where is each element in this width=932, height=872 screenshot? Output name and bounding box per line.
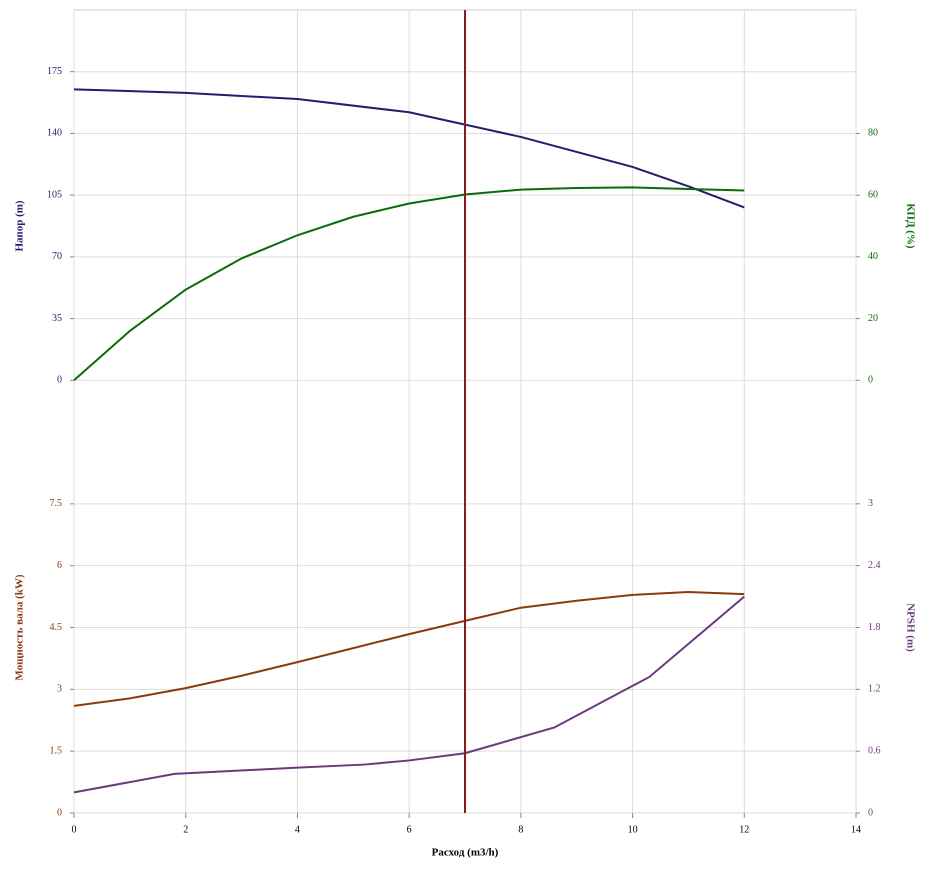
y2-axis-label: КПД (%)	[904, 203, 916, 249]
y-tick-label: 105	[47, 189, 62, 200]
y2-tick-label: 60	[868, 189, 878, 200]
x-tick-label: 12	[739, 824, 749, 835]
y2-tick-label: 20	[868, 313, 878, 324]
y-tick-label: 3	[57, 684, 62, 695]
y2-tick-label: 80	[868, 128, 878, 139]
y-tick-label: 0	[57, 807, 62, 818]
x-axis-label: Расход (m3/h)	[432, 847, 499, 859]
y-tick-label: 140	[47, 128, 62, 139]
x-tick-label: 2	[183, 824, 188, 835]
y-tick-label: 35	[52, 313, 62, 324]
y2-tick-label: 0	[868, 375, 873, 386]
x-tick-label: 8	[518, 824, 523, 835]
y-tick-label: 70	[52, 251, 62, 262]
y-tick-label: 7.5	[50, 498, 63, 509]
x-tick-label: 0	[72, 824, 77, 835]
x-tick-label: 10	[628, 824, 638, 835]
x-tick-label: 6	[407, 824, 412, 835]
y2-tick-label: 2.4	[868, 560, 881, 571]
y-tick-label: 0	[57, 375, 62, 386]
y-tick-label: 1.5	[50, 745, 63, 756]
y2-tick-label: 0.6	[868, 745, 881, 756]
series-line	[73, 595, 745, 794]
y2-tick-label: 3	[868, 498, 873, 509]
y-axis-label: Напор (m)	[14, 200, 26, 251]
series-line	[73, 591, 745, 707]
y2-tick-label: 1.8	[868, 622, 881, 633]
y2-axis-label: NPSH (m)	[904, 603, 916, 652]
series-line	[73, 186, 745, 382]
y-tick-label: 4.5	[50, 622, 63, 633]
y-axis-label: Мощность вала (kW)	[14, 574, 26, 680]
x-tick-label: 4	[295, 824, 300, 835]
y2-tick-label: 1.2	[868, 684, 881, 695]
x-tick-label: 14	[851, 824, 861, 835]
y-tick-label: 6	[57, 560, 62, 571]
y-tick-label: 175	[47, 66, 62, 77]
y2-tick-label: 0	[868, 807, 873, 818]
y2-tick-label: 40	[868, 251, 878, 262]
